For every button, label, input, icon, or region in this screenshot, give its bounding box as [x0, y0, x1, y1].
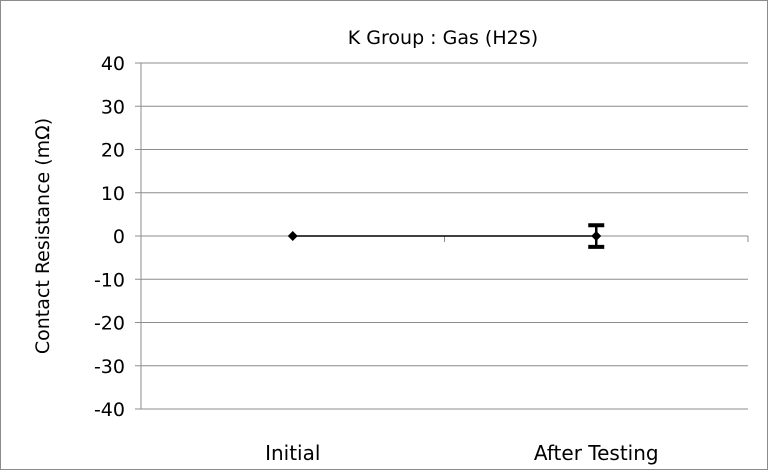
- data-point-1: [591, 231, 602, 241]
- x-category-label-1: After Testing: [534, 441, 659, 465]
- series: [287, 223, 605, 249]
- gridlines: [141, 62, 748, 410]
- y-axis-label: Contact Resistance (mΩ): [32, 118, 54, 354]
- y-tick-label-20: 20: [101, 140, 125, 162]
- y-tick-labels: 40 30 20 10 0 -10 -20 -30 -40: [94, 53, 125, 421]
- chart-title: K Group : Gas (H2S): [348, 27, 538, 49]
- y-tick-label-0: 0: [113, 226, 125, 248]
- y-tick-label-40: 40: [101, 53, 125, 75]
- x-category-label-0: Initial: [265, 441, 320, 465]
- y-tick-label--20: -20: [94, 313, 125, 335]
- y-tick-label--40: -40: [94, 399, 125, 421]
- y-tick-label--30: -30: [94, 356, 125, 378]
- data-point-0: [287, 231, 298, 241]
- x-category-labels: Initial After Testing: [265, 441, 659, 465]
- y-tick-label-10: 10: [101, 183, 125, 205]
- y-tick-label--10: -10: [94, 269, 125, 291]
- y-tick-label-30: 30: [101, 96, 125, 118]
